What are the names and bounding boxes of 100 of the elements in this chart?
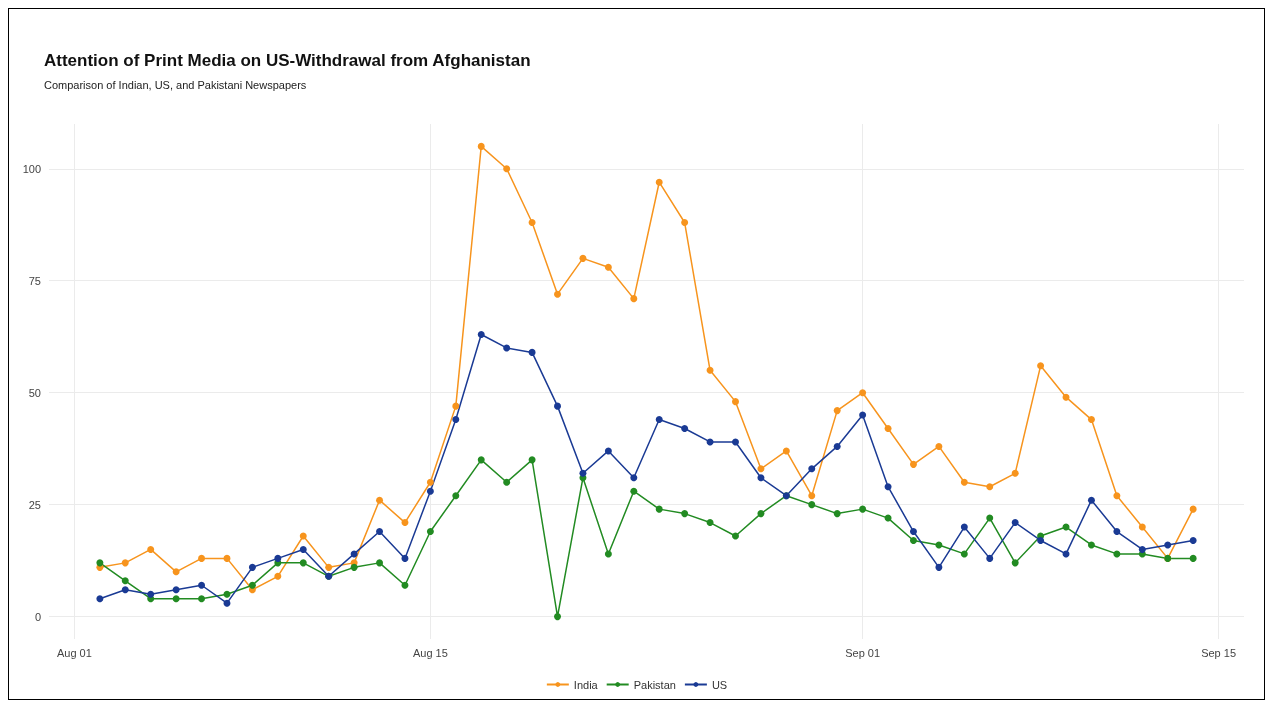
point — [121, 559, 129, 567]
point — [630, 295, 638, 303]
point — [503, 478, 511, 486]
point — [732, 398, 739, 406]
point — [630, 474, 638, 482]
point — [960, 550, 968, 558]
point — [452, 416, 460, 424]
point — [1189, 554, 1197, 562]
point — [630, 487, 638, 495]
point — [223, 554, 231, 562]
point — [172, 595, 180, 603]
point — [1189, 536, 1197, 544]
point — [554, 613, 562, 621]
point — [401, 554, 409, 562]
point — [1164, 541, 1172, 549]
point — [121, 586, 129, 594]
point — [935, 442, 943, 450]
point — [477, 330, 485, 338]
point — [859, 505, 867, 513]
point — [960, 478, 968, 486]
point — [808, 492, 816, 500]
point — [732, 532, 739, 540]
point — [1087, 496, 1095, 504]
point — [172, 586, 180, 594]
point — [604, 447, 612, 455]
point — [1011, 559, 1019, 567]
point — [299, 545, 307, 553]
point — [579, 469, 587, 477]
y-tick-label: 0 — [34, 610, 41, 623]
point — [198, 595, 206, 603]
point — [681, 510, 689, 518]
point — [604, 550, 612, 558]
x-tick-label: Sep 01 — [845, 646, 881, 659]
point — [274, 554, 282, 562]
point — [96, 595, 104, 603]
point — [147, 545, 155, 553]
point — [528, 219, 536, 227]
point — [909, 460, 917, 468]
point — [986, 554, 994, 562]
point — [426, 528, 434, 536]
point — [1138, 545, 1146, 553]
point — [732, 438, 739, 446]
chart-subtitle: Comparison of Indian, US, and Pakistani Newspapers — [44, 78, 307, 91]
point — [477, 456, 485, 464]
point — [884, 483, 892, 491]
point — [198, 581, 206, 589]
x-tick-label: Aug 15 — [412, 646, 448, 659]
point — [376, 496, 384, 504]
y-tick-label: 25 — [28, 498, 41, 511]
point — [528, 456, 536, 464]
point — [604, 263, 612, 271]
point — [986, 483, 994, 491]
point — [452, 402, 460, 410]
point — [935, 563, 943, 571]
point — [554, 290, 562, 298]
point — [299, 532, 307, 540]
point — [1087, 416, 1095, 424]
chart-title: Attention of Print Media on US-Withdrawal from Afghanistan — [44, 51, 531, 70]
point — [1113, 492, 1121, 500]
point — [1011, 469, 1019, 477]
point — [859, 411, 867, 419]
y-tick-label: 50 — [28, 386, 41, 399]
point — [757, 510, 765, 518]
point — [248, 563, 256, 571]
y-tick-label: 100 — [22, 162, 41, 175]
point — [655, 416, 663, 424]
point — [299, 559, 307, 567]
point — [274, 572, 282, 580]
point — [401, 519, 409, 527]
point — [909, 536, 917, 544]
point — [960, 523, 968, 531]
point — [401, 581, 409, 589]
point — [223, 590, 231, 598]
point — [655, 505, 663, 513]
y-tick-label: 75 — [28, 274, 41, 287]
point — [96, 559, 104, 567]
point — [706, 366, 714, 374]
point — [935, 541, 943, 549]
point — [1037, 362, 1045, 370]
point — [426, 487, 434, 495]
legend-label: US — [711, 678, 728, 691]
point — [503, 344, 511, 352]
point — [1011, 519, 1019, 527]
point — [1138, 523, 1146, 531]
legend-label: Pakistan — [633, 678, 676, 691]
point — [859, 389, 867, 397]
point — [706, 519, 714, 527]
point — [782, 447, 790, 455]
point — [757, 474, 765, 482]
point — [198, 554, 206, 562]
point — [1037, 536, 1045, 544]
legend-label: India — [573, 678, 599, 691]
point — [833, 407, 841, 415]
point — [477, 142, 485, 150]
point — [248, 581, 256, 589]
point — [808, 465, 816, 473]
point — [376, 528, 384, 536]
point — [503, 165, 511, 173]
point — [350, 563, 358, 571]
point — [452, 492, 460, 500]
